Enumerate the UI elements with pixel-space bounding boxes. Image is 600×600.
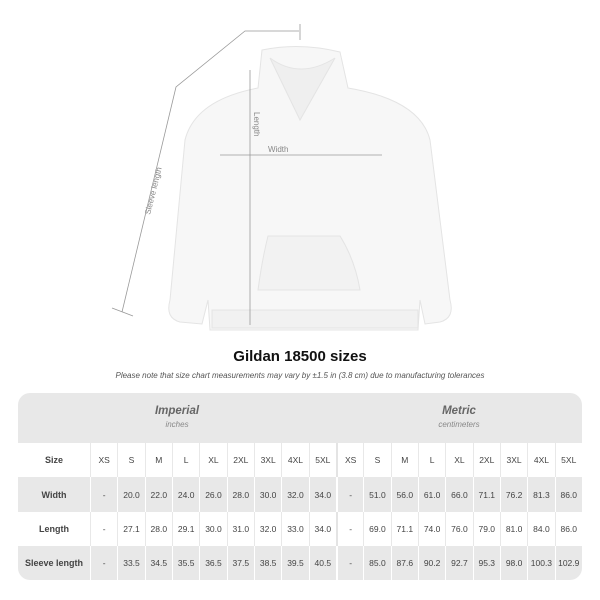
metric-cell: 79.0 — [472, 512, 500, 546]
table-row: Sleeve length -33.5 34.5 35.5 36.5 37.5 38.5 39… — [18, 546, 582, 580]
metric-cell: L — [417, 443, 445, 477]
metric-cell: XL — [445, 443, 472, 477]
metric-cell: 5XL — [554, 443, 582, 477]
imperial-cell: 34.0 — [308, 477, 336, 512]
imperial-cell: 36.5 — [199, 546, 226, 580]
metric-cell: 74.0 — [417, 512, 445, 546]
imperial-header: Imperial inches — [18, 393, 336, 443]
metric-title: Metric — [442, 405, 476, 417]
sleeve-length-line — [121, 30, 299, 313]
imperial-cell: L — [171, 443, 199, 477]
imperial-cell: 2XL — [226, 443, 254, 477]
metric-cell: 76.2 — [499, 477, 527, 512]
imperial-cell: 33.5 — [117, 546, 144, 580]
row-label: Width — [41, 489, 67, 500]
metric-cell: 76.0 — [445, 512, 472, 546]
metric-cell: 85.0 — [363, 546, 390, 580]
imperial-cell: 4XL — [281, 443, 308, 477]
width-label: Width — [268, 145, 288, 154]
imperial-cell: 31.0 — [226, 512, 254, 546]
metric-cell: M — [390, 443, 418, 477]
metric-cell: 71.1 — [472, 477, 500, 512]
metric-cell: 51.0 — [363, 477, 390, 512]
imperial-cell: XS — [90, 443, 117, 477]
imperial-cell: 37.5 — [226, 546, 254, 580]
imperial-cell: 27.1 — [117, 512, 144, 546]
imperial-cell: - — [90, 477, 117, 512]
chart-title: Gildan 18500 sizes — [233, 348, 367, 365]
imperial-cell: 40.5 — [308, 546, 336, 580]
imperial-cell: 28.0 — [226, 477, 254, 512]
metric-cell: 90.2 — [417, 546, 445, 580]
sleeve-length-label: Sleeve length — [143, 166, 163, 215]
metric-cell: 100.3 — [527, 546, 554, 580]
metric-cell: 2XL — [472, 443, 500, 477]
table-row: Width -20.0 22.0 24.0 26.0 28.0 30.0 32.0 34.0-5… — [18, 477, 582, 512]
imperial-cell: 29.1 — [171, 512, 199, 546]
metric-cell: - — [335, 512, 363, 546]
size-header-row: Size XS S M L XL 2XL 3XL 4XL 5XL XS S M L XL 2XL 3XL 4XL 5… — [18, 443, 582, 477]
size-table: Imperial inches Metric centimeters Size X… — [18, 393, 582, 580]
metric-cell: 98.0 — [499, 546, 527, 580]
imperial-cell: 26.0 — [199, 477, 226, 512]
imperial-cell: 22.0 — [144, 477, 172, 512]
imperial-cell: 38.5 — [253, 546, 281, 580]
imperial-cell: 35.5 — [171, 546, 199, 580]
imperial-cell: 3XL — [253, 443, 281, 477]
tolerance-note: Please note that size chart measurements… — [115, 371, 485, 380]
imperial-cell: 20.0 — [117, 477, 144, 512]
table-row: Length -27.1 28.0 29.1 30.0 31.0 32.0 33.0 34.0-… — [18, 512, 582, 546]
metric-cell: 61.0 — [417, 477, 445, 512]
metric-cell: 81.0 — [499, 512, 527, 546]
imperial-cell: 5XL — [308, 443, 336, 477]
metric-cell: 92.7 — [445, 546, 472, 580]
imperial-cell: 30.0 — [253, 477, 281, 512]
metric-cell: 86.0 — [554, 477, 582, 512]
hoodie-diagram: Sleeve length Length Width — [111, 24, 452, 331]
imperial-cell: XL — [199, 443, 226, 477]
imperial-cell: - — [90, 512, 117, 546]
metric-cell: 56.0 — [390, 477, 418, 512]
imperial-cell: - — [90, 546, 117, 580]
imperial-cell: 24.0 — [171, 477, 199, 512]
metric-cell: 86.0 — [554, 512, 582, 546]
imperial-cell: 33.0 — [281, 512, 308, 546]
metric-cell: - — [335, 546, 363, 580]
metric-header: Metric centimeters — [336, 393, 582, 443]
imperial-cell: 34.0 — [308, 512, 336, 546]
imperial-cell: 30.0 — [199, 512, 226, 546]
metric-cell: XS — [335, 443, 363, 477]
imperial-unit: inches — [165, 420, 189, 429]
metric-cell: 84.0 — [527, 512, 554, 546]
row-label: Size — [44, 455, 63, 465]
metric-cell: 66.0 — [445, 477, 472, 512]
row-label: Sleeve length — [24, 558, 84, 568]
hoodie-image — [168, 45, 452, 331]
imperial-cell: 39.5 — [281, 546, 308, 580]
metric-cell: 95.3 — [472, 546, 500, 580]
length-label: Length — [252, 112, 261, 136]
metric-cell: 102.9 — [554, 546, 582, 580]
metric-cell: 71.1 — [390, 512, 418, 546]
metric-cell: 4XL — [527, 443, 554, 477]
imperial-cell: 32.0 — [253, 512, 281, 546]
imperial-cell: 34.5 — [144, 546, 172, 580]
metric-cell: S — [363, 443, 390, 477]
metric-unit: centimeters — [438, 420, 480, 429]
metric-cell: - — [335, 477, 363, 512]
metric-cell: 81.3 — [527, 477, 554, 512]
metric-cell: 3XL — [499, 443, 527, 477]
metric-cell: 87.6 — [390, 546, 418, 580]
metric-cell: 69.0 — [363, 512, 390, 546]
imperial-cell: M — [144, 443, 172, 477]
imperial-title: Imperial — [154, 405, 200, 417]
imperial-cell: 32.0 — [281, 477, 308, 512]
row-label: Length — [39, 524, 69, 534]
imperial-cell: S — [117, 443, 144, 477]
imperial-cell: 28.0 — [144, 512, 172, 546]
